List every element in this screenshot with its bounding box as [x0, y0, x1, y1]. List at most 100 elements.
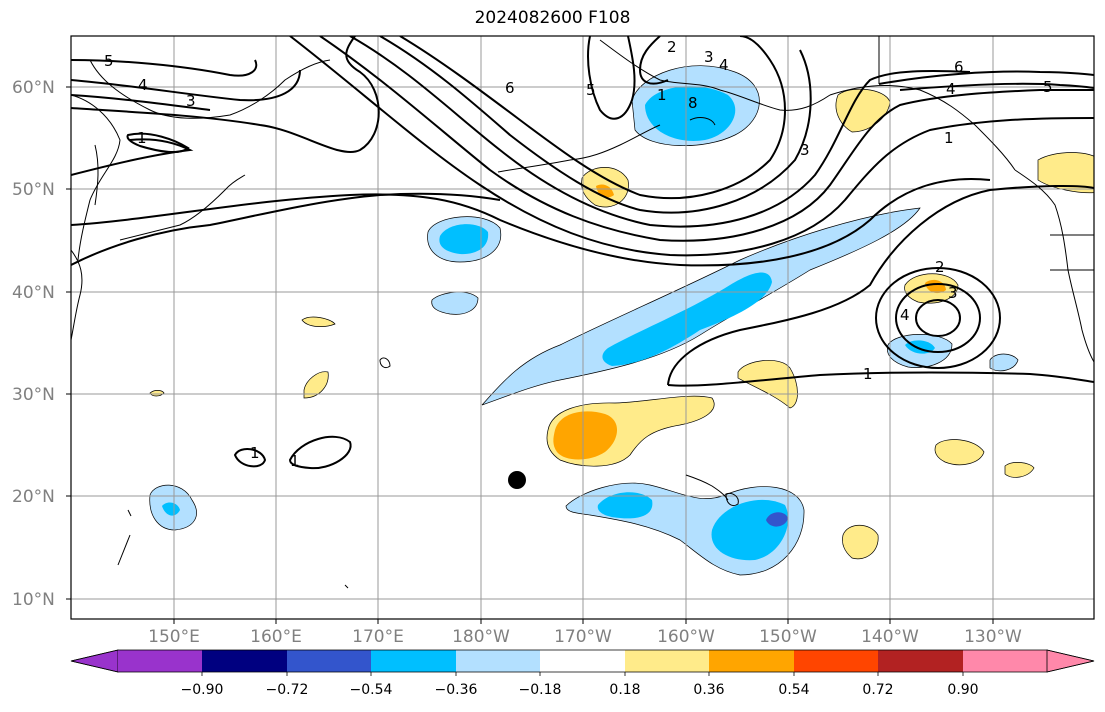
shading-deepblue-gulf-alaska [645, 86, 736, 141]
colorbar-segment [625, 650, 709, 672]
contour-ne-5 [899, 82, 1094, 91]
shading-yellow-tiny-5 [1004, 462, 1035, 478]
contour-loop-3 [126, 132, 190, 154]
contour-label: 2 [935, 258, 945, 276]
contour-label: 3 [186, 92, 196, 110]
lon-label: 150°E [148, 627, 200, 647]
contour-ne-6 [878, 70, 1094, 85]
coast-kodiak [689, 117, 716, 126]
contour-label-group: 5 4 3 1 2 3 4 6 5 1 8 3 6 4 5 1 2 3 4 1 … [104, 38, 1053, 470]
colorbar-tick-label: 0.90 [947, 682, 978, 698]
contour-label: 4 [138, 76, 148, 94]
coast-sakhalin [94, 144, 99, 206]
graticule [71, 36, 1094, 619]
contour-label: 1 [250, 444, 260, 462]
colorbar-outline [70, 649, 1095, 673]
colorbar-tick-label: −0.36 [435, 682, 478, 698]
contour-label: 1 [863, 365, 873, 383]
contour-nw-3 [71, 94, 211, 111]
lon-label: 160°W [657, 627, 715, 647]
colorbar-tick-label: −0.90 [181, 682, 224, 698]
contour-label: 3 [948, 284, 958, 302]
contour-wp [71, 192, 501, 266]
colorbar-extend-min [70, 649, 119, 673]
contour-label: 1 [944, 129, 954, 147]
contour-label: 4 [719, 56, 729, 74]
colorbar-segment [963, 650, 1047, 672]
lat-label: 50°N [12, 180, 55, 200]
colorbar-tick-label: −0.72 [266, 682, 309, 698]
shaded-anomaly-field [149, 65, 1094, 576]
contour-nw-5 [71, 59, 258, 77]
lat-label: 60°N [12, 78, 55, 98]
contour-ridge-1 [587, 36, 636, 120]
shading-yellow-tiny-3 [149, 390, 165, 397]
storm-center-marker [508, 471, 526, 489]
coast-islet-3 [344, 584, 349, 589]
coast-islet-2 [127, 509, 132, 517]
colorbar-tick-label: 0.36 [693, 682, 724, 698]
colorbar-tick-label: 0.18 [609, 682, 640, 698]
plot-title: 2024082600 F108 [474, 8, 631, 28]
contour-label: 5 [104, 52, 114, 70]
shading-darkblue-south-hawaii [766, 512, 788, 527]
lon-label: 170°W [554, 627, 612, 647]
colorbar-tick-label: 0.72 [862, 682, 893, 698]
lat-label: 40°N [12, 283, 55, 303]
shading-deepblue-diagonal-band [602, 272, 772, 366]
contour-1 [71, 178, 991, 267]
contour-label: 4 [946, 80, 956, 98]
lat-label: 10°N [12, 590, 55, 610]
coast-islet-1 [379, 357, 391, 369]
coast-hawaii-big-island [725, 493, 739, 507]
contour-label: 1 [290, 452, 300, 470]
colorbar-segment [709, 650, 794, 672]
colorbar-segment [202, 650, 287, 672]
longitude-labels: 150°E 160°E 170°E 180°W 170°W 160°W 150°… [148, 627, 1022, 647]
contour-low-2 [875, 267, 1001, 369]
contour-label: 8 [688, 94, 698, 112]
lon-label: 140°W [861, 627, 919, 647]
shading-yellow-tiny-1 [301, 316, 336, 327]
contour-label: 1 [657, 86, 667, 104]
contour-label: 4 [900, 306, 910, 324]
colorbar-segment [540, 650, 625, 672]
colorbar-tick-label: 0.54 [778, 682, 809, 698]
shading-deepblue-south-hawaii-2 [711, 499, 789, 561]
contour-label: 2 [667, 38, 677, 56]
contour-label: 1 [137, 129, 147, 147]
lat-label: 20°N [12, 487, 55, 507]
contour-4 [349, 36, 971, 228]
coast-aleutians [497, 124, 661, 173]
coast-alaska-peninsula [719, 89, 831, 111]
lon-label: 130°W [964, 627, 1022, 647]
contour-label: 5 [586, 81, 596, 99]
coast-bc [1014, 169, 1069, 271]
colorbar-segment [118, 650, 202, 672]
colorbar-tick-label: −0.18 [519, 682, 562, 698]
contour-3 [319, 36, 1094, 242]
lon-label: 170°E [352, 627, 404, 647]
latitude-labels: 60°N 50°N 40°N 30°N 20°N 10°N [12, 78, 55, 610]
contour-label: 3 [704, 48, 714, 66]
colorbar-segment [794, 650, 878, 672]
shading-blue-small-east [989, 353, 1019, 372]
coast-us-west [1067, 269, 1094, 363]
contour-2 [289, 36, 1094, 257]
contour-low-1 [667, 371, 1094, 387]
shading-orange-subtropical-high [553, 411, 618, 460]
colorbar-labels: −0.90 −0.72 −0.54 −0.36 −0.18 0.18 0.36 … [181, 682, 979, 698]
coastlines [71, 36, 1094, 589]
colorbar-extend-max [1046, 649, 1095, 673]
shading-deepblue-south-hawaii-1 [597, 492, 653, 519]
contour-nw-1 [71, 36, 380, 153]
contour-ridge-2 [638, 36, 669, 85]
shading-deepblue-20n-150e [162, 502, 180, 516]
colorbar [70, 649, 1095, 676]
shading-yellow-30n-150w [737, 360, 798, 409]
shading-yellow-tiny-2 [303, 371, 329, 399]
shading-yellow-tiny-4 [934, 439, 985, 466]
contour-loop-2 [288, 435, 352, 470]
coast-kamchatka [89, 59, 331, 119]
